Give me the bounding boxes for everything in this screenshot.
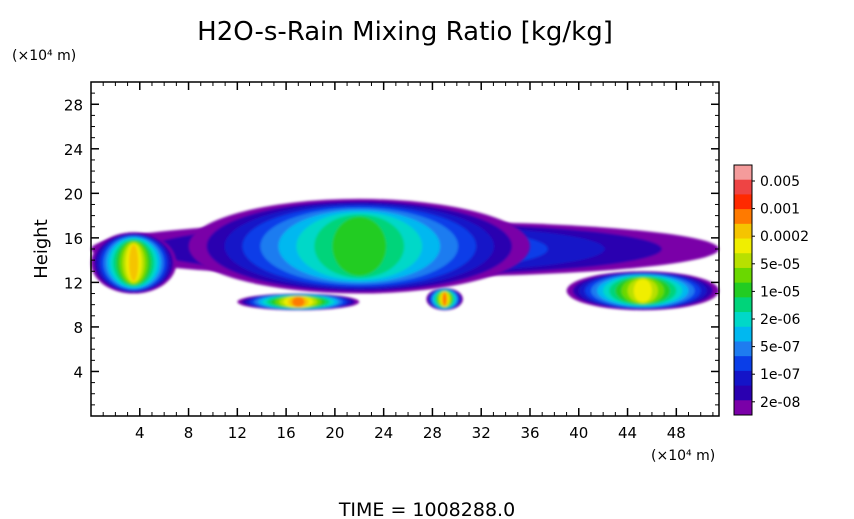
contour-level (633, 278, 652, 303)
x-tick-label: 12 (228, 424, 247, 442)
colorbar-swatch (734, 282, 752, 298)
colorbar-swatch (734, 194, 752, 210)
x-tick-label: 28 (423, 424, 442, 442)
y-tick-label: 28 (64, 96, 83, 114)
contour-level (291, 296, 305, 307)
colorbar-swatch (734, 165, 752, 181)
colorbar-swatch (734, 326, 752, 342)
y-tick-label: 4 (73, 363, 83, 381)
colorbar-swatch (734, 209, 752, 225)
chart-title: H2O-s-Rain Mixing Ratio [kg/kg] (197, 17, 613, 47)
colorbar-swatch (734, 370, 752, 387)
colorbar-label: 0.005 (760, 174, 800, 190)
colorbar-swatch (734, 400, 752, 416)
colorbar-swatch (734, 356, 752, 372)
y-axis-label: Height (31, 219, 52, 279)
x-tick-label: 4 (135, 424, 145, 442)
colorbar-swatch (734, 312, 752, 328)
colorbar-swatch (734, 297, 752, 313)
plot-field (91, 198, 720, 311)
x-tick-label: 8 (184, 424, 194, 442)
x-tick-label: 44 (618, 424, 637, 442)
region-west-cell (91, 232, 177, 294)
y-tick-label: 24 (64, 141, 83, 159)
y-axis: 4 8 12 16 20 24 28 (64, 92, 719, 406)
y-unit-label: (×10⁴ m) (12, 48, 76, 64)
y-tick-label: 16 (64, 230, 83, 248)
colorbar-frame (733, 164, 753, 416)
contour-level (128, 244, 139, 282)
y-tick-label: 20 (64, 185, 83, 203)
colorbar-swatch (734, 267, 752, 284)
region-main-anvil (188, 198, 530, 294)
x-tick-label: 32 (472, 424, 491, 442)
x-tick-label: 40 (569, 424, 588, 442)
colorbar-swatch (734, 253, 752, 269)
colorbar-swatch (734, 238, 752, 254)
x-axis: 4 8 12 16 20 24 28 32 36 40 44 48 (102, 82, 714, 442)
x-tick-label: 24 (374, 424, 393, 442)
y-tick-label: 12 (64, 274, 83, 292)
colorbar-label: 5e-05 (760, 257, 800, 273)
colorbar-label: 0.0002 (760, 229, 809, 245)
x-tick-label: 48 (667, 424, 686, 442)
region-east-cells (566, 271, 720, 311)
colorbar-label: 1e-07 (760, 367, 800, 383)
colorbar-label: 2e-08 (760, 395, 800, 411)
region-cell-28 (426, 287, 463, 311)
colorbar-swatch (734, 179, 752, 195)
x-tick-label: 36 (520, 424, 539, 442)
colorbar-label: 0.001 (760, 202, 800, 218)
x-tick-label: 16 (277, 424, 296, 442)
time-label: TIME = 1008288.0 (338, 499, 515, 519)
colorbar-swatch (734, 385, 752, 401)
contour-level (332, 216, 387, 276)
colorbar-label: 1e-05 (760, 284, 800, 300)
region-lower-rain-band-center (237, 293, 360, 311)
colorbar-label: 2e-06 (760, 312, 800, 328)
colorbar-swatch (734, 341, 752, 357)
colorbar-label: 5e-07 (760, 340, 800, 356)
contour-level (442, 292, 447, 306)
x-tick-label: 20 (325, 424, 344, 442)
colorbar-swatch (734, 223, 752, 240)
y-tick-label: 8 (73, 319, 83, 337)
colorbar: 0.005 0.001 0.0002 5e-05 1e-05 2e-06 5e-07 1e-0… (733, 164, 809, 416)
x-unit-label: (×10⁴ m) (651, 448, 715, 464)
